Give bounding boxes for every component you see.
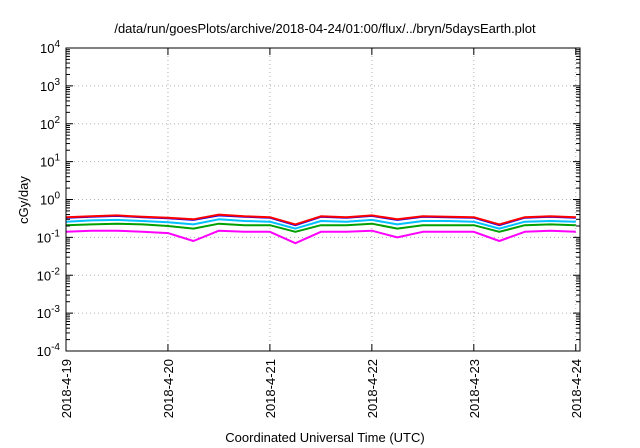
y-tick-label-base: 10 xyxy=(37,306,51,321)
y-tick-label-exponent: 3 xyxy=(54,77,60,88)
y-tick-label: 10-4 xyxy=(37,342,61,359)
series-line xyxy=(65,213,576,226)
y-tick-label: 10-2 xyxy=(37,266,61,283)
series-line xyxy=(65,229,576,245)
y-tick-label-base: 10 xyxy=(37,268,51,283)
ticks: 10410310210110010-110-210-310-42018-4-19… xyxy=(37,39,584,418)
y-tick-label: 10-3 xyxy=(37,304,61,321)
y-tick-label-base: 10 xyxy=(40,79,54,94)
x-tick-label: 2018-4-19 xyxy=(59,359,74,418)
y-tick-label-exponent: 0 xyxy=(54,191,60,202)
y-tick-label-base: 10 xyxy=(37,344,51,359)
y-tick-label: 104 xyxy=(40,39,60,56)
y-tick-label-exponent: -3 xyxy=(51,304,60,315)
y-tick-label-exponent: 1 xyxy=(54,153,60,164)
x-axis-title: Coordinated Universal Time (UTC) xyxy=(225,430,424,445)
x-tick-label: 2018-4-20 xyxy=(161,359,176,418)
y-axis-title: cGy/day xyxy=(16,176,31,224)
y-tick-label-exponent: -4 xyxy=(51,342,60,353)
x-tick-label: 2018-4-23 xyxy=(467,359,482,418)
series-line xyxy=(65,222,576,233)
y-tick-label: 102 xyxy=(40,115,60,132)
x-tick-label: 2018-4-22 xyxy=(365,359,380,418)
y-tick-label-base: 10 xyxy=(40,117,54,132)
y-tick-label-base: 10 xyxy=(40,155,54,170)
x-tick-label: 2018-4-21 xyxy=(263,359,278,418)
y-tick-label-exponent: -1 xyxy=(51,228,60,239)
y-tick-label: 10-1 xyxy=(37,228,61,245)
series-line xyxy=(65,218,576,230)
y-tick-label-exponent: 2 xyxy=(54,115,60,126)
chart-title: /data/run/goesPlots/archive/2018-04-24/0… xyxy=(114,21,536,36)
y-tick-label-base: 10 xyxy=(40,41,54,56)
x-tick-label: 2018-4-24 xyxy=(569,359,584,418)
series-layer xyxy=(65,213,576,245)
y-tick-label-exponent: 4 xyxy=(54,39,60,50)
y-tick-label: 103 xyxy=(40,77,60,94)
grid xyxy=(66,48,580,351)
y-tick-label-base: 10 xyxy=(37,230,51,245)
y-tick-label-exponent: -2 xyxy=(51,266,60,277)
y-tick-label-base: 10 xyxy=(40,193,54,208)
y-tick-label: 101 xyxy=(40,153,60,170)
y-tick-label: 100 xyxy=(40,191,60,208)
